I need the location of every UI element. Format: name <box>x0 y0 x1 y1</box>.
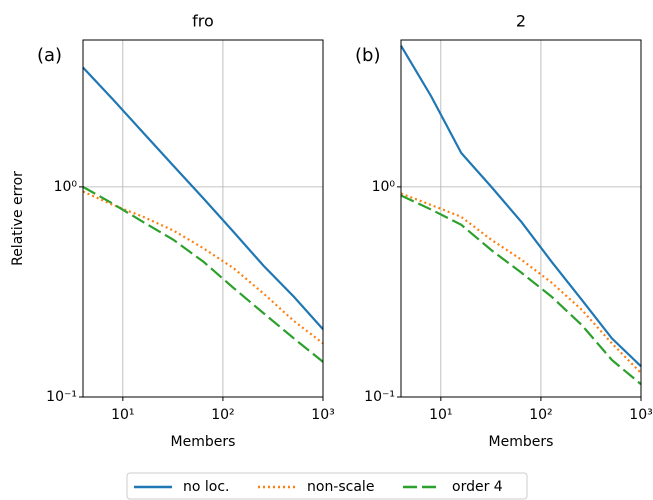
y-tick-label: 10⁰ <box>372 179 396 195</box>
x-tick-label: 10³ <box>629 407 652 423</box>
series-line <box>400 45 642 368</box>
legend-box <box>126 472 528 500</box>
legend-label: order 4 <box>452 479 503 495</box>
x-tick-label: 10² <box>211 407 234 423</box>
x-tick-label: 10¹ <box>111 407 134 423</box>
series-line <box>82 185 324 363</box>
x-tick-label: 10³ <box>311 407 334 423</box>
series-line <box>82 190 324 345</box>
x-axis-label: Members <box>171 434 236 450</box>
x-tick-label: 10² <box>529 407 552 423</box>
panel-label: (b) <box>355 45 380 66</box>
x-axis-label: Members <box>489 434 554 450</box>
legend-label: non-scale <box>307 479 374 495</box>
chart-title: fro <box>192 12 214 31</box>
x-tick-label: 10¹ <box>429 407 452 423</box>
y-axis-label: Relative error <box>10 171 26 266</box>
y-tick-label: 10⁻¹ <box>364 389 395 405</box>
legend-label: no loc. <box>183 479 230 495</box>
plot-frame <box>82 39 324 398</box>
series-line <box>400 194 642 386</box>
panel-label: (a) <box>37 45 62 66</box>
series-line <box>82 66 324 331</box>
plot-frame <box>400 39 642 398</box>
y-tick-label: 10⁰ <box>54 179 78 195</box>
chart-title: 2 <box>516 12 526 31</box>
y-tick-label: 10⁻¹ <box>46 389 77 405</box>
